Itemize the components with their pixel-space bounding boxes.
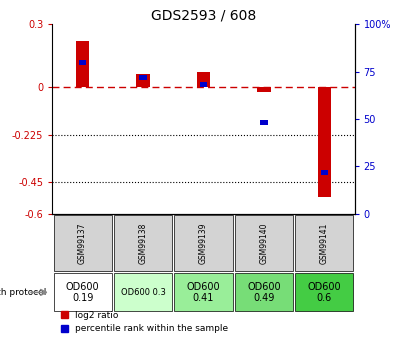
Bar	[260, 120, 268, 125]
Text: growth protocol: growth protocol	[0, 288, 46, 297]
Bar	[136, 74, 150, 87]
FancyBboxPatch shape	[114, 273, 172, 312]
Text: OD600
0.49: OD600 0.49	[247, 282, 281, 303]
FancyBboxPatch shape	[235, 273, 293, 312]
Bar	[321, 170, 328, 175]
Text: GSM99140: GSM99140	[260, 223, 268, 264]
Bar	[257, 87, 271, 92]
Bar	[79, 60, 86, 65]
Text: OD600
0.41: OD600 0.41	[187, 282, 220, 303]
FancyBboxPatch shape	[295, 215, 353, 272]
Text: GSM99137: GSM99137	[78, 223, 87, 264]
Text: OD600
0.6: OD600 0.6	[307, 282, 341, 303]
FancyBboxPatch shape	[54, 215, 112, 272]
FancyBboxPatch shape	[295, 273, 353, 312]
Bar	[197, 71, 210, 87]
Text: OD600
0.19: OD600 0.19	[66, 282, 100, 303]
Text: GSM99139: GSM99139	[199, 223, 208, 264]
Text: OD600 0.3: OD600 0.3	[120, 288, 166, 297]
Title: GDS2593 / 608: GDS2593 / 608	[151, 9, 256, 23]
Text: GSM99138: GSM99138	[139, 223, 147, 264]
Bar	[76, 41, 89, 87]
Legend: log2 ratio, percentile rank within the sample: log2 ratio, percentile rank within the s…	[57, 307, 232, 337]
FancyBboxPatch shape	[114, 215, 172, 272]
Bar	[318, 87, 331, 197]
FancyBboxPatch shape	[174, 273, 233, 312]
FancyBboxPatch shape	[235, 215, 293, 272]
Bar	[139, 75, 147, 80]
Bar	[200, 82, 207, 87]
FancyBboxPatch shape	[54, 273, 112, 312]
FancyBboxPatch shape	[174, 215, 233, 272]
Text: GSM99141: GSM99141	[320, 223, 329, 264]
